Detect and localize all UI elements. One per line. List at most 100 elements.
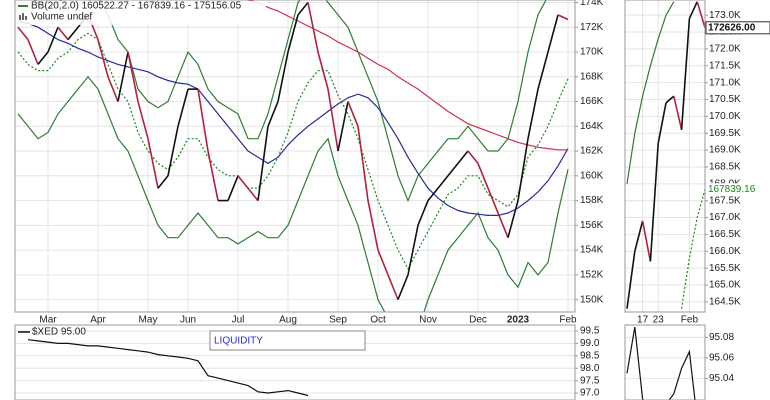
price-segment xyxy=(527,88,539,139)
price-segment xyxy=(197,89,209,152)
main-frame xyxy=(14,0,576,313)
price-segment xyxy=(367,200,379,251)
y-tick-label: 95.06 xyxy=(709,353,734,364)
price-segment xyxy=(696,1,705,29)
main-legend: BB(20,2.0) 160522.27 - 167839.16 - 17515… xyxy=(16,1,266,25)
price-segment xyxy=(427,187,439,202)
x-tick-label: Sep xyxy=(329,315,347,326)
series-line xyxy=(681,189,705,309)
y-tick-label: 171.0K xyxy=(709,77,741,88)
price-segment xyxy=(680,18,691,130)
price-segment xyxy=(297,1,309,16)
price-segment xyxy=(67,26,79,41)
price-segment xyxy=(167,126,179,176)
series-line xyxy=(247,0,568,151)
series-line xyxy=(17,20,569,216)
annotation: LIQUIDITY xyxy=(214,336,263,347)
plot-area xyxy=(15,0,575,312)
y-tick-label: 97.0 xyxy=(580,388,600,399)
y-tick-label: 173.0K xyxy=(709,10,741,21)
series-line xyxy=(27,339,309,397)
price-segment xyxy=(147,138,159,189)
y-tick-label: 160K xyxy=(580,170,604,181)
x-tick-label: Jul xyxy=(232,315,245,326)
price-segment xyxy=(137,101,149,139)
price-segment xyxy=(257,126,269,201)
price-segment xyxy=(487,187,499,214)
value-label: 167839.16 xyxy=(708,184,756,195)
price-segment xyxy=(507,200,519,238)
price-segment xyxy=(227,175,239,201)
y-tick-label: 169.5K xyxy=(709,128,741,139)
price-segment xyxy=(317,51,329,90)
y-tick-label: 164.5K xyxy=(709,297,741,308)
price-segment xyxy=(17,26,29,41)
series-line xyxy=(626,1,675,184)
series-line xyxy=(626,327,696,400)
y-tick-label: 98.5 xyxy=(580,350,600,361)
x-tick-label: Feb xyxy=(559,315,577,326)
indicator-legend: $XED 95.00 LIQUIDITY xyxy=(18,327,366,351)
x-tick-label: Dec xyxy=(469,315,487,326)
y-tick-label: 99.0 xyxy=(580,338,600,349)
price-segment xyxy=(467,150,479,164)
price-segment xyxy=(117,51,129,102)
legend-text: Volume undef xyxy=(31,12,92,23)
price-segment xyxy=(377,249,389,276)
price-segment xyxy=(247,187,259,202)
price-segment xyxy=(517,138,529,201)
x-tick-label: Feb xyxy=(681,315,699,326)
value-label: 172626.00 xyxy=(708,22,756,33)
price-segment xyxy=(641,220,652,262)
plot-area xyxy=(625,0,705,312)
y-tick-label: 164K xyxy=(580,121,604,132)
price-segment xyxy=(477,163,489,189)
price-segment xyxy=(657,102,667,144)
y-tick-label: 170.0K xyxy=(709,111,741,122)
price-segment xyxy=(177,88,189,127)
price-segment xyxy=(497,212,509,239)
price-segment xyxy=(537,51,549,90)
y-tick-label: 168.5K xyxy=(709,162,741,173)
indicator-frame xyxy=(14,324,576,400)
y-tick-label: 156K xyxy=(580,220,604,231)
plot-layer: 150K 152K 154K 156K 158K 160K 162K 164K 166K 168K… xyxy=(15,0,770,400)
price-segment xyxy=(387,274,399,300)
x-tick-label: 23 xyxy=(653,315,665,326)
price-segment xyxy=(327,89,339,152)
price-segment xyxy=(665,95,675,104)
legend-icon xyxy=(22,13,24,20)
y-tick-label: 158K xyxy=(580,195,604,206)
x-tick-label: Apr xyxy=(90,315,106,326)
price-segment xyxy=(237,175,249,189)
y-tick-label: 165.0K xyxy=(709,280,741,291)
x-tick-label: 17 xyxy=(637,315,649,326)
price-segment xyxy=(347,101,359,127)
x-tick-label: Aug xyxy=(279,315,297,326)
y-tick-label: 168K xyxy=(580,71,604,82)
series-line xyxy=(17,32,569,270)
y-tick-label: 152K xyxy=(580,269,604,280)
plot-area xyxy=(625,327,705,400)
annotation-box xyxy=(209,330,366,351)
zoom-frame xyxy=(624,0,706,313)
y-tick-label: 99.5 xyxy=(580,326,600,337)
price-segment xyxy=(626,251,636,309)
y-tick-label: 166K xyxy=(580,96,604,107)
legend-bg xyxy=(16,1,266,25)
price-segment xyxy=(47,26,59,53)
x-tick-label: Oct xyxy=(370,315,386,326)
price-segment xyxy=(688,1,698,19)
y-tick-label: 171.5K xyxy=(709,60,741,71)
price-segment xyxy=(437,175,449,189)
indicator-zoom-frame xyxy=(624,324,706,400)
price-segment xyxy=(547,14,559,53)
price-segment xyxy=(127,51,139,102)
price-segment xyxy=(37,51,49,65)
value-badge xyxy=(705,21,770,35)
price-segment xyxy=(417,200,429,226)
price-segment xyxy=(649,143,659,262)
legend-icon xyxy=(19,15,21,20)
x-tick-label: May xyxy=(139,315,158,326)
